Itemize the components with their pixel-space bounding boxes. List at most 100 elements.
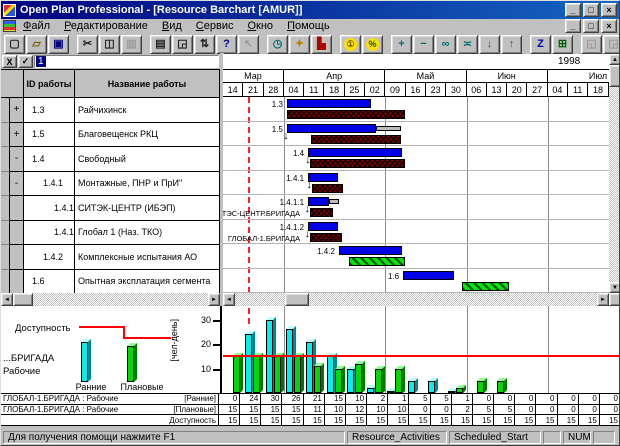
scroll-left-button[interactable]: ◄: [1, 293, 13, 306]
menu-window[interactable]: Окно: [247, 20, 274, 32]
early-bar[interactable]: [286, 99, 372, 108]
row-selector[interactable]: [1, 220, 10, 245]
scrollbar-thumb[interactable]: [285, 293, 309, 306]
row-selector[interactable]: [1, 122, 10, 147]
cut-icon[interactable]: ✂: [77, 34, 98, 54]
row-selector[interactable]: [1, 196, 10, 221]
expand-toggle[interactable]: [10, 220, 24, 245]
baseline-bar[interactable]: [286, 110, 405, 119]
table-row[interactable]: -1.4.1 Монтажные, ПНР и ПрИ": [1, 171, 220, 196]
screen-view-icon[interactable]: ⊞: [552, 34, 573, 54]
row-selector[interactable]: [1, 245, 10, 270]
row-selector[interactable]: [1, 98, 10, 123]
close-button[interactable]: ×: [601, 19, 617, 33]
cell-edit-input[interactable]: 1: [34, 55, 219, 68]
planned-bar[interactable]: [349, 257, 406, 266]
table-row[interactable]: 1.4.1 Глобал 1 (Наз. ТКО): [1, 220, 220, 245]
baseline-bar[interactable]: [310, 134, 401, 144]
name-column-header[interactable]: Название работы: [75, 70, 220, 98]
row-selector[interactable]: [1, 269, 10, 294]
baseline-bar[interactable]: [311, 183, 343, 193]
restore-button[interactable]: □: [583, 19, 599, 33]
minimize-button[interactable]: _: [565, 19, 581, 33]
time-analysis-icon[interactable]: ◷: [267, 34, 288, 54]
expand-toggle[interactable]: -: [10, 147, 24, 172]
copy-icon[interactable]: ◫: [99, 34, 120, 54]
link-activities-icon[interactable]: ∞: [435, 34, 456, 54]
app-icon[interactable]: [3, 3, 16, 17]
early-bar[interactable]: [308, 172, 338, 182]
open-icon[interactable]: ▱: [26, 34, 47, 54]
scrollbar-thumb[interactable]: [13, 293, 33, 306]
early-bar[interactable]: [308, 148, 403, 157]
add-activity-icon[interactable]: +: [391, 34, 412, 54]
cost-view-icon[interactable]: ①: [340, 34, 361, 54]
early-bar[interactable]: [308, 197, 329, 206]
table-row[interactable]: -1.4 Свободный: [1, 147, 220, 172]
baseline-bar[interactable]: [310, 159, 406, 168]
table-row[interactable]: 1.4.1 СИТЭК-ЦЕНТР (ИБЭП): [1, 196, 220, 221]
scroll-right-button[interactable]: ►: [208, 293, 220, 306]
restore-button[interactable]: □: [583, 3, 599, 17]
document-icon[interactable]: [3, 20, 16, 32]
id-column-header[interactable]: ID работы: [24, 70, 75, 98]
expand-toggle[interactable]: +: [10, 122, 24, 147]
scroll-up-button[interactable]: ▲: [609, 54, 619, 65]
row-selector[interactable]: [1, 147, 10, 172]
save-icon[interactable]: ▣: [48, 34, 69, 54]
expand-toggle[interactable]: +: [10, 98, 24, 123]
baseline-bar[interactable]: [310, 232, 342, 242]
baseline-shift-icon[interactable]: ⇅: [194, 34, 215, 54]
gantt-vertical-scrollbar[interactable]: ▲ ▼: [609, 54, 619, 293]
move-up-icon[interactable]: ↑: [501, 34, 522, 54]
expand-toggle[interactable]: [10, 245, 24, 270]
move-down-icon[interactable]: ↓: [479, 34, 500, 54]
bar-label: 1.4.1.1: [279, 198, 305, 207]
scroll-down-button[interactable]: ▼: [609, 282, 619, 293]
unlink-activities-icon[interactable]: ≍: [457, 34, 478, 54]
scrollbar-thumb[interactable]: [609, 65, 619, 87]
status-panel-resource_activities: Resource_Activities: [347, 431, 447, 444]
confirm-edit-button[interactable]: ✓: [18, 55, 33, 68]
gantt-horizontal-scrollbar[interactable]: ◄ ►: [223, 293, 619, 306]
row-selector[interactable]: [1, 171, 10, 196]
resource-analysis-icon[interactable]: ✦: [289, 34, 310, 54]
menu-edit[interactable]: Редактирование: [64, 20, 148, 32]
new-icon[interactable]: ▢: [4, 34, 25, 54]
menu-help[interactable]: Помощь: [287, 20, 330, 32]
early-bar[interactable]: [403, 270, 455, 280]
table-horizontal-scrollbar[interactable]: ◄ ►: [1, 293, 220, 306]
expand-toggle[interactable]: [10, 196, 24, 221]
y-axis-tick: [213, 319, 220, 322]
menu-view[interactable]: Вид: [161, 20, 182, 32]
delete-activity-icon[interactable]: −: [413, 34, 434, 54]
percent-complete-icon[interactable]: %: [362, 34, 383, 54]
close-button[interactable]: ×: [601, 3, 617, 17]
baseline-bar[interactable]: [310, 208, 333, 217]
sort-icon[interactable]: Z: [530, 34, 551, 54]
print-icon[interactable]: ▤: [150, 34, 171, 54]
minimize-button[interactable]: _: [565, 3, 581, 17]
table-row[interactable]: 1.4.2 Комплексные испытания АО: [1, 245, 220, 270]
expand-toggle[interactable]: -: [10, 171, 24, 196]
scroll-right-button[interactable]: ►: [597, 293, 609, 306]
expand-toggle[interactable]: [10, 269, 24, 294]
print-preview-icon[interactable]: ◲: [172, 34, 193, 54]
early-bar[interactable]: [308, 221, 338, 231]
resource-value-cell: 15: [261, 404, 283, 415]
early-bar[interactable]: [338, 246, 402, 255]
early-bar[interactable]: [286, 123, 376, 133]
planned-bar[interactable]: [461, 281, 509, 291]
help-icon[interactable]: ?: [216, 34, 237, 54]
menu-tools[interactable]: Сервис: [195, 20, 234, 32]
scroll-corner[interactable]: [609, 293, 619, 306]
table-row[interactable]: +1.3 Райчихинск: [1, 98, 220, 123]
histogram-view-icon[interactable]: ▙: [311, 34, 332, 54]
cancel-edit-button[interactable]: X: [2, 55, 17, 68]
scroll-left-button[interactable]: ◄: [223, 293, 235, 306]
pane-splitter[interactable]: [220, 53, 224, 307]
legend-availability-line: [79, 326, 125, 328]
menu-file[interactable]: Файл: [23, 20, 51, 32]
table-row[interactable]: 1.6 Опытная эксплатация сегмента: [1, 269, 220, 294]
table-row[interactable]: +1.5 Благовещенск РКЦ: [1, 122, 220, 147]
